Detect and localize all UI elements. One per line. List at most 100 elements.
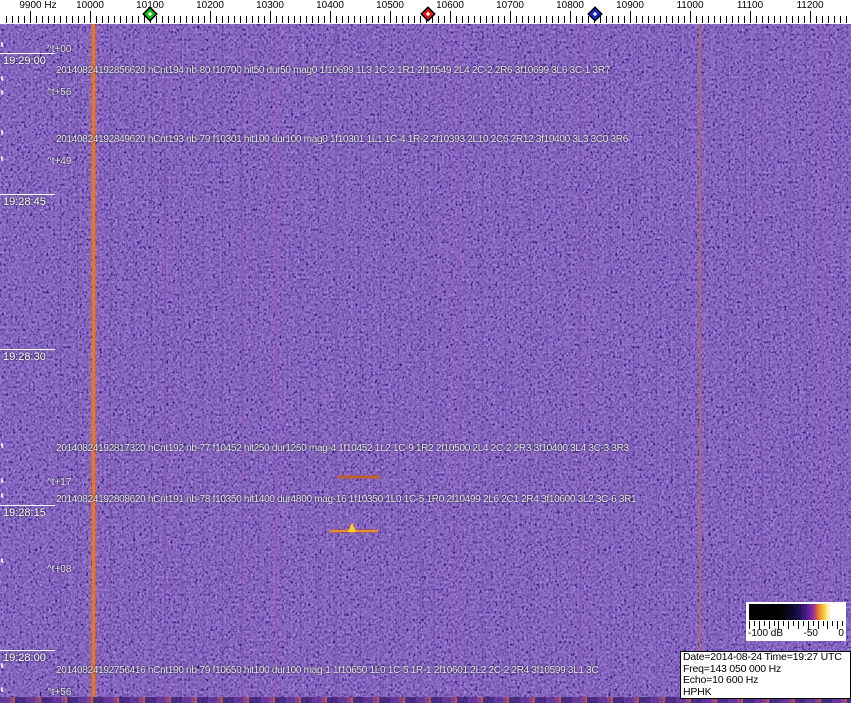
freq-minor-tick	[12, 16, 13, 23]
legend-tick	[837, 621, 839, 629]
freq-minor-tick	[252, 16, 253, 23]
freq-minor-tick	[714, 16, 715, 23]
freq-minor-tick	[342, 16, 343, 23]
freq-axis-label: 10300	[256, 0, 284, 11]
freq-minor-tick	[324, 16, 325, 23]
freq-minor-tick	[174, 16, 175, 23]
freq-major-tick	[30, 11, 31, 23]
freq-minor-tick	[534, 16, 535, 23]
spectral-carrier-line	[202, 24, 204, 703]
freq-major-tick	[630, 11, 631, 23]
freq-minor-tick	[258, 16, 259, 23]
freq-minor-tick	[522, 16, 523, 23]
freq-minor-tick	[702, 16, 703, 23]
legend-max-label: 0	[838, 628, 844, 639]
freq-minor-tick	[84, 16, 85, 23]
spectrogram-noise-texture	[0, 24, 851, 703]
legend-tick	[793, 621, 795, 626]
freq-minor-tick	[408, 16, 409, 23]
freq-minor-tick	[762, 16, 763, 23]
time-offset-marker: ^t+08	[47, 564, 72, 575]
freq-minor-tick	[18, 16, 19, 23]
meteor-echo-streak	[338, 476, 380, 478]
freq-minor-tick	[444, 16, 445, 23]
spectral-carrier-line	[677, 24, 679, 703]
event-log-line: 20140824192756416 hCnt190 nb-79 f10650 h…	[56, 665, 599, 676]
freq-axis-label: 10200	[196, 0, 224, 11]
freq-minor-tick	[492, 16, 493, 23]
legend-tick	[832, 621, 834, 626]
freq-minor-tick	[204, 16, 205, 23]
freq-minor-tick	[198, 16, 199, 23]
freq-minor-tick	[744, 16, 745, 23]
freq-minor-tick	[420, 16, 421, 23]
freq-minor-tick	[558, 16, 559, 23]
spectral-carrier-line	[419, 24, 421, 703]
freq-minor-tick	[612, 16, 613, 23]
freq-minor-tick	[498, 16, 499, 23]
freq-minor-tick	[372, 16, 373, 23]
freq-minor-tick	[708, 16, 709, 23]
freq-minor-tick	[48, 16, 49, 23]
spectral-carrier-line	[504, 24, 506, 703]
freq-minor-tick	[660, 16, 661, 23]
red-diamond-marker	[420, 6, 436, 22]
freq-axis-label: 11200	[796, 0, 824, 11]
event-log-line: 20140824192849620 hCnt193 nb-79 f10301 h…	[56, 134, 628, 145]
freq-minor-tick	[366, 16, 367, 23]
legend-tick	[827, 621, 829, 629]
legend-tick	[768, 621, 770, 629]
freq-minor-tick	[828, 16, 829, 23]
time-offset-marker: ^t+56	[47, 87, 72, 98]
freq-minor-tick	[438, 16, 439, 23]
freq-minor-tick	[384, 16, 385, 23]
freq-minor-tick	[528, 16, 529, 23]
freq-minor-tick	[138, 16, 139, 23]
meteor-echo-spike	[348, 523, 356, 532]
freq-minor-tick	[78, 16, 79, 23]
freq-minor-tick	[60, 16, 61, 23]
freq-major-tick	[390, 11, 391, 23]
freq-minor-tick	[306, 16, 307, 23]
freq-minor-tick	[756, 16, 757, 23]
freq-minor-tick	[72, 16, 73, 23]
legend-tick	[812, 621, 814, 626]
time-tick-line	[0, 505, 55, 506]
spectral-carrier-line	[789, 24, 791, 703]
freq-minor-tick	[468, 16, 469, 23]
spectral-carrier-line	[241, 24, 243, 703]
freq-minor-tick	[336, 16, 337, 23]
freq-minor-tick	[378, 16, 379, 23]
spectral-carrier-line	[609, 24, 611, 703]
freq-major-tick	[810, 11, 811, 23]
status-info-box: Date=2014-08-24 Time=19:27 UTC Freq=143 …	[680, 651, 851, 699]
info-frequency: Freq=143 050 000 Hz	[683, 662, 782, 675]
spectral-carrier-line	[275, 24, 277, 703]
time-offset-marker: ^t+56	[47, 687, 72, 698]
spectral-carrier-line	[76, 24, 78, 703]
freq-minor-tick	[738, 16, 739, 23]
freq-minor-tick	[576, 16, 577, 23]
freq-major-tick	[270, 11, 271, 23]
freq-minor-tick	[696, 16, 697, 23]
freq-minor-tick	[816, 16, 817, 23]
freq-minor-tick	[264, 16, 265, 23]
freq-minor-tick	[312, 16, 313, 23]
spectral-carrier-line	[164, 24, 166, 703]
legend-tick	[842, 621, 844, 626]
freq-minor-tick	[540, 16, 541, 23]
freq-axis-label: 10500	[376, 0, 404, 11]
freq-minor-tick	[108, 16, 109, 23]
freq-minor-tick	[516, 16, 517, 23]
time-axis-label: 19:28:30	[3, 351, 46, 363]
freq-minor-tick	[792, 16, 793, 23]
spectral-carrier-line	[221, 24, 223, 703]
freq-minor-tick	[684, 16, 685, 23]
spectral-carrier-line	[109, 24, 111, 703]
info-station-id: HPHK	[683, 685, 712, 698]
freq-minor-tick	[396, 16, 397, 23]
spectral-carrier-line	[150, 24, 152, 703]
freq-minor-tick	[180, 16, 181, 23]
spectral-carrier-line	[91, 24, 95, 703]
freq-minor-tick	[240, 16, 241, 23]
